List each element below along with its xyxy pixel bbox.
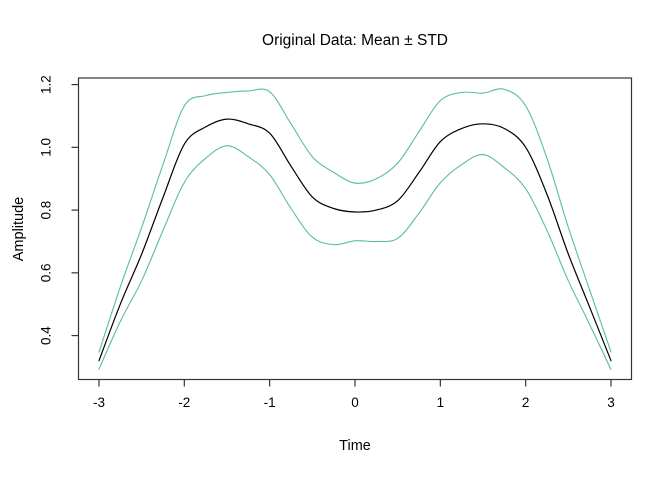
mean-line — [98, 118, 612, 362]
plot-area-border — [77, 77, 633, 381]
y-tick-label: 0.6 — [39, 263, 54, 282]
y-axis-label: Amplitude — [11, 197, 27, 261]
x-tick-label: 2 — [522, 395, 530, 410]
x-tick-label: -1 — [264, 395, 276, 410]
x-tick-label: 1 — [437, 395, 445, 410]
x-tick-label: -2 — [178, 395, 190, 410]
x-axis-label: Time — [339, 438, 371, 454]
x-tick-label: 0 — [351, 395, 359, 410]
y-tick-label: 0.4 — [39, 326, 54, 345]
mean-minus-std-line — [98, 145, 612, 371]
mean-plus-std-line — [98, 88, 612, 353]
y-tick-label: 1.0 — [39, 138, 54, 157]
curve-group — [98, 88, 612, 371]
y-tick-label: 1.2 — [39, 75, 54, 94]
y-tick-label: 0.8 — [39, 201, 54, 220]
x-tick-label: -3 — [93, 395, 105, 410]
chart-title: Original Data: Mean ± STD — [262, 32, 448, 49]
x-tick-label: 3 — [607, 395, 615, 410]
axis-ticks: -3 -2 -1 0 1 2 3 0.4 0.6 0.8 1.0 1.2 — [39, 75, 615, 410]
